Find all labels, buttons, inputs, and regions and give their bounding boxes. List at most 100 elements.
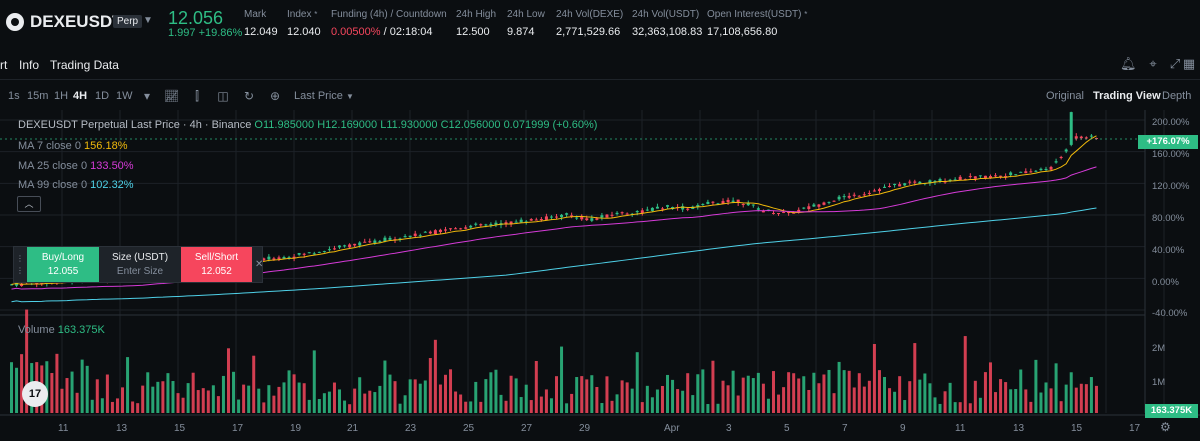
volume-bar [428,358,432,413]
timeframe-1h[interactable]: 1H [54,90,69,102]
volume-bar [726,385,730,413]
volume-bar [691,395,695,413]
candle [1054,161,1058,163]
vol-quote-label: 24h Vol(USDT) [632,9,700,20]
timeframe-4h[interactable]: 4H [73,90,88,102]
grid-icon[interactable]: ▦ [1182,56,1196,71]
volume-bar [918,379,922,413]
candle [575,217,579,219]
volume-bar [872,344,876,413]
volume-bar [711,360,715,413]
volume-bar [171,381,175,413]
drag-handle-icon[interactable]: ⋮ ⋮ [16,254,24,275]
timeframe-dropdown-icon[interactable]: ▾ [143,89,151,103]
volume-bar [90,399,94,413]
ma99-legend[interactable]: MA 99 close 0 102.32% [18,179,134,191]
volume-bar [923,373,927,413]
volume-bar [736,395,740,413]
timeframe-15m[interactable]: 15m [27,90,49,102]
chart-area[interactable]: DEXEUSDT Perpetual Last Price · 4h · Bin… [0,110,1200,441]
volume-bar [136,403,140,413]
timeframe-1s[interactable]: 1s [8,90,20,102]
sell-short-button[interactable]: Sell/Short 12.052 [181,247,252,282]
refresh-icon[interactable]: ↻ [243,89,255,103]
volume-bar [1009,389,1013,413]
tab-chart[interactable]: rt [0,58,8,72]
close-icon[interactable]: ✕ [255,259,264,270]
camera-icon[interactable]: ◫ [217,89,229,103]
vol-quote-stat: 24h Vol(USDT) 32,363,108.83 [632,9,702,38]
indicator-icon[interactable]: 📈︎ [164,89,180,103]
volume-bar [549,398,553,413]
volume-bar [196,390,200,413]
size-input[interactable]: Size (USDT) Enter Size [100,247,180,282]
add-icon[interactable]: ⊕ [269,89,281,103]
mark-label: Mark [244,9,267,20]
collapse-legend-button[interactable]: ︿ [17,196,41,212]
volume-bar [161,381,165,413]
candle [388,237,392,240]
volume-bar [85,365,89,413]
candle [711,201,715,203]
x-tick: 13 [1013,423,1025,434]
volume-bar [1034,359,1038,413]
symbol-dropdown-icon[interactable]: ▼ [143,15,153,26]
x-tick: 19 [290,423,302,434]
volume-bar [338,389,342,413]
ma25-legend[interactable]: MA 25 close 0 133.50% [18,160,134,172]
buy-long-button[interactable]: Buy/Long 12.055 [27,247,99,282]
quick-trade-widget: ⋮ ⋮ Buy/Long 12.055 Size (USDT) Enter Siz… [13,246,263,283]
volume-bar [681,390,685,413]
volume-bar [368,390,372,413]
view-trading-view[interactable]: Trading View [1093,90,1161,102]
volume-bar [353,388,357,413]
candle [999,175,1003,177]
candle [534,219,538,221]
candle [883,186,887,188]
view-depth[interactable]: Depth [1162,90,1192,102]
cursor-icon[interactable]: ⌖ [1149,56,1157,71]
ma7-legend[interactable]: MA 7 close 0 156.18% [18,140,127,152]
candle [332,248,336,250]
candle [817,204,821,207]
candle [1009,172,1013,176]
candle [1039,168,1043,171]
volume-bar [247,385,251,413]
candle [640,210,644,214]
volume-bar [423,380,427,413]
volume-bar [1084,384,1088,413]
volume-bar [1079,383,1083,413]
chart-title: DEXEUSDT Perpetual Last Price · 4h · Bin… [18,119,252,131]
volume-bar [474,381,478,413]
volume-bar [600,403,604,413]
volume-bar [983,372,987,413]
candle [898,184,902,187]
volume-bar [484,379,488,413]
price-type-select[interactable]: Last Price ▼ [294,90,354,102]
bell-icon[interactable]: 🔔︎ [1120,56,1137,71]
expand-icon[interactable]: ⤢ [1169,56,1181,71]
volume-bar [1004,382,1008,413]
volume-bar [317,399,321,413]
candle [933,180,937,183]
timeframe-1d[interactable]: 1D [95,90,110,102]
symbol-name[interactable]: DEXEUSDT [30,12,123,31]
tradingview-logo-icon[interactable]: 17 [22,381,48,407]
candle [1044,168,1048,171]
volume-bar [363,393,367,413]
candle [565,213,569,215]
volume-bar [771,371,775,413]
candle [847,195,851,198]
volume-bar [973,380,977,413]
tab-trading-data[interactable]: Trading Data [50,58,119,72]
volume-bar [862,386,866,413]
candle [282,257,286,259]
volume-bar [635,352,639,413]
candle-type-icon[interactable]: ⫿ [195,89,199,103]
volume-bar [343,400,347,413]
candle [469,225,473,228]
view-original[interactable]: Original [1046,90,1084,102]
tab-info[interactable]: Info [19,58,40,72]
gear-icon[interactable]: ⚙ [1160,420,1171,434]
timeframe-1w[interactable]: 1W [116,90,133,102]
